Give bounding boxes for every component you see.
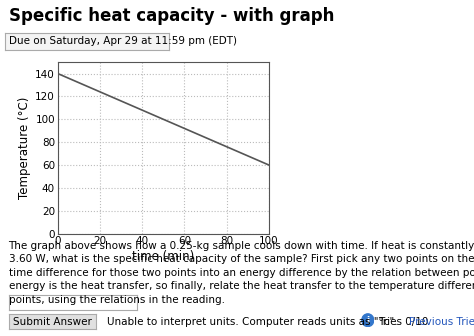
Text: 3.60 W, what is the specific heat capacity of the sample? First pick any two poi: 3.60 W, what is the specific heat capaci…	[9, 254, 474, 264]
Text: Submit Answer: Submit Answer	[13, 317, 92, 327]
X-axis label: time (min): time (min)	[132, 250, 194, 263]
Circle shape	[362, 314, 374, 327]
Text: The graph above shows how a 0.25-kg sample cools down with time. If heat is cons: The graph above shows how a 0.25-kg samp…	[9, 241, 474, 251]
Text: energy is the heat transfer, so finally, relate the heat transfer to the tempera: energy is the heat transfer, so finally,…	[9, 281, 474, 291]
Y-axis label: Temperature (°C): Temperature (°C)	[18, 97, 31, 199]
Text: Specific heat capacity - with graph: Specific heat capacity - with graph	[9, 7, 334, 26]
Text: i: i	[366, 316, 369, 325]
Text: Previous Tries: Previous Tries	[409, 317, 474, 327]
Text: Tries 0/10: Tries 0/10	[378, 317, 428, 327]
Text: time difference for those two points into an energy difference by the relation b: time difference for those two points int…	[9, 268, 474, 278]
Text: Due on Saturday, Apr 29 at 11:59 pm (EDT): Due on Saturday, Apr 29 at 11:59 pm (EDT…	[9, 36, 237, 46]
Text: points, using the relations in the reading.: points, using the relations in the readi…	[9, 295, 225, 305]
Text: Unable to interpret units. Computer reads units as "°c".: Unable to interpret units. Computer read…	[107, 317, 397, 327]
